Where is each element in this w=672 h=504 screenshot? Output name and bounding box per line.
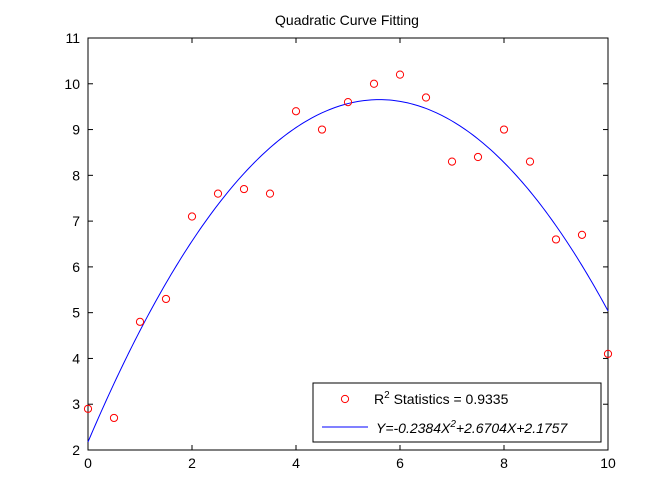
- data-point: [317, 125, 327, 134]
- data-point: [265, 189, 275, 198]
- plot-area: [87, 37, 609, 451]
- y-tick-label: 3: [72, 396, 80, 412]
- data-point: [577, 230, 587, 239]
- axis-ticks: [87, 37, 609, 451]
- legend-marker-data-points: [340, 394, 350, 404]
- data-point: [343, 97, 353, 107]
- data-point: [161, 294, 171, 304]
- legend-label-fit-equation: Y=-0.2384X2+2.6704X+2.1757: [376, 419, 568, 436]
- fit-curve-layer: [87, 99, 609, 443]
- data-points-layer: [83, 70, 613, 423]
- legend-label-data-points: R2 Statistics = 0.9335: [374, 390, 509, 407]
- x-tick-label: 6: [396, 455, 404, 471]
- y-axis-tick-labels: 2 3 4 5 6 7 8 9 10 11: [64, 30, 80, 458]
- x-tick-label: 0: [84, 455, 92, 471]
- data-point: [213, 189, 223, 198]
- data-point: [187, 212, 197, 221]
- x-tick-label: 8: [500, 455, 508, 471]
- x-tick-label: 10: [600, 455, 616, 471]
- fit-curve-line: [87, 99, 609, 443]
- data-point: [291, 107, 301, 116]
- y-tick-label: 4: [72, 350, 80, 366]
- chart-title: Quadratic Curve Fitting: [275, 12, 419, 28]
- legend: R2 Statistics = 0.9335 Y=-0.2384X2+2.670…: [312, 382, 602, 443]
- y-tick-label: 10: [64, 76, 80, 92]
- data-point: [239, 184, 249, 194]
- data-point: [395, 70, 405, 79]
- x-tick-label: 4: [292, 455, 300, 471]
- y-tick-label: 11: [65, 30, 80, 46]
- data-point: [551, 235, 561, 244]
- x-axis-tick-labels: 0 2 4 6 8 10: [84, 455, 616, 471]
- legend-box: [312, 382, 602, 443]
- data-point: [473, 152, 483, 162]
- y-tick-label: 8: [72, 167, 80, 183]
- data-point: [447, 157, 457, 166]
- x-tick-label: 2: [188, 455, 196, 471]
- y-tick-label: 7: [72, 213, 80, 229]
- y-tick-label: 2: [72, 442, 80, 458]
- data-point: [603, 349, 613, 358]
- data-point: [525, 157, 535, 166]
- data-point: [499, 125, 509, 134]
- data-point: [83, 404, 93, 413]
- data-point: [421, 93, 431, 102]
- data-point: [135, 317, 145, 326]
- data-point: [369, 79, 379, 88]
- y-tick-label: 9: [72, 122, 80, 138]
- data-point: [109, 413, 119, 423]
- y-tick-label: 5: [72, 305, 80, 321]
- y-tick-label: 6: [72, 259, 80, 275]
